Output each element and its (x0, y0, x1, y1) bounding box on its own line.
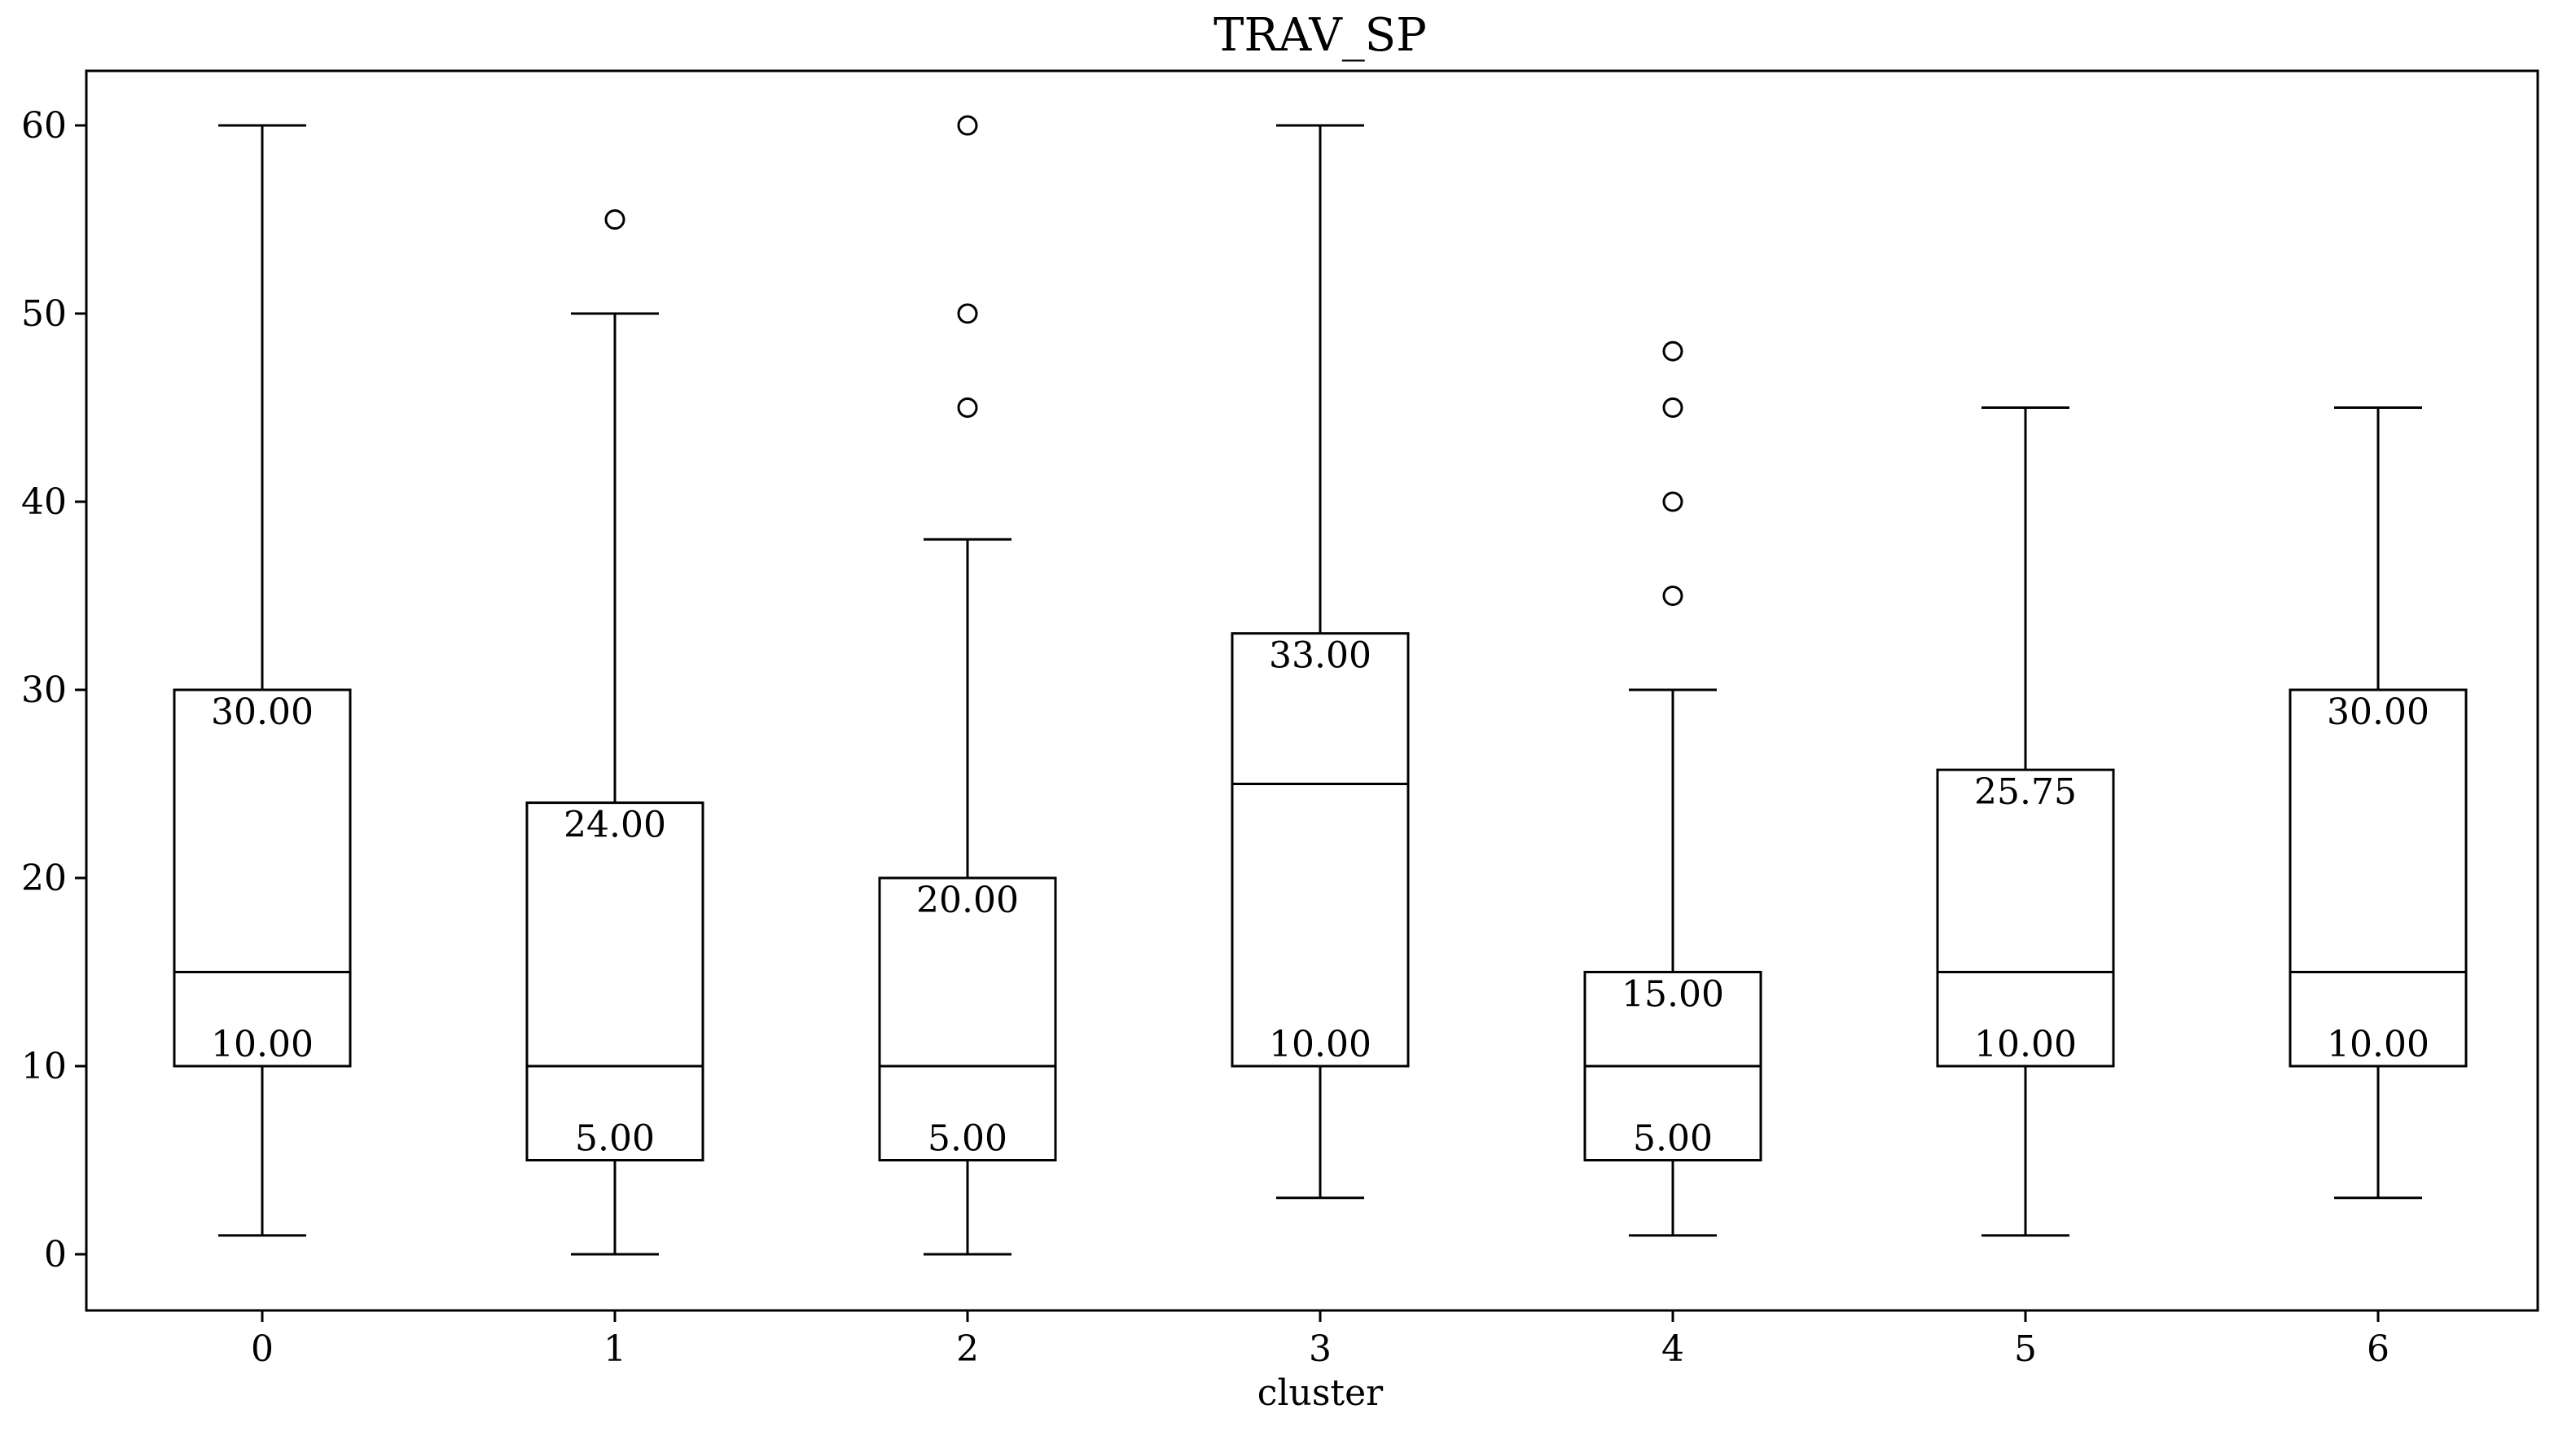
x-tick-label: 4 (1661, 1328, 1684, 1370)
x-tick-label: 5 (2014, 1328, 2037, 1370)
outlier-point (957, 115, 978, 136)
box-group-cluster-3: 33.00 10.00 (1231, 124, 1410, 1200)
outlier-point (604, 209, 625, 230)
q3-label: 30.00 (2327, 691, 2429, 733)
boxes-layer: 30.00 10.00 24.00 5.00 20.00 5.00 33.00 10.00 15… (173, 115, 2468, 1256)
outlier-point (1662, 340, 1683, 362)
y-tick-label: 10 (21, 1046, 67, 1087)
outlier-point (1662, 586, 1683, 606)
iqr-box (1936, 768, 2115, 1068)
iqr-box (878, 876, 1057, 1161)
q1-label: 10.00 (211, 1024, 314, 1065)
q1-label: 5.00 (928, 1118, 1007, 1160)
q3-label: 30.00 (211, 691, 314, 733)
y-tick-label: 30 (21, 669, 67, 711)
q1-label: 5.00 (575, 1118, 655, 1160)
box-group-cluster-4: 15.00 5.00 (1583, 340, 1762, 1237)
box-group-cluster-0: 30.00 10.00 (173, 124, 352, 1237)
chart-title: TRAV_SP (1213, 9, 1427, 62)
q3-label: 24.00 (564, 805, 666, 846)
q3-label: 15.00 (1622, 974, 1724, 1016)
iqr-box (2289, 688, 2468, 1068)
q1-label: 10.00 (2327, 1024, 2429, 1065)
x-axis-label: cluster (1257, 1372, 1384, 1414)
y-axis: 0 10 20 30 40 50 60 (21, 105, 86, 1275)
q3-label: 33.00 (1269, 635, 1371, 677)
iqr-box (525, 801, 704, 1161)
outlier-point (957, 397, 978, 418)
q3-label: 20.00 (916, 880, 1019, 921)
box-group-cluster-5: 25.75 10.00 (1936, 406, 2115, 1237)
outlier-point (957, 303, 978, 324)
outlier-point (1662, 491, 1683, 512)
y-tick-label: 0 (44, 1234, 67, 1275)
q1-label: 5.00 (1633, 1118, 1713, 1160)
outlier-point (1662, 397, 1683, 418)
x-tick-label: 2 (956, 1328, 979, 1370)
x-tick-label: 3 (1309, 1328, 1332, 1370)
y-tick-label: 40 (21, 481, 67, 523)
q1-label: 10.00 (1974, 1024, 2077, 1065)
iqr-box (1231, 632, 1410, 1068)
box-group-cluster-6: 30.00 10.00 (2289, 406, 2468, 1200)
box-group-cluster-1: 24.00 5.00 (525, 209, 704, 1256)
y-tick-label: 50 (21, 293, 67, 335)
x-tick-label: 1 (603, 1328, 626, 1370)
y-tick-label: 20 (21, 858, 67, 899)
x-tick-label: 0 (251, 1328, 274, 1370)
y-tick-label: 60 (21, 105, 67, 147)
box-group-cluster-2: 20.00 5.00 (878, 115, 1057, 1256)
q1-label: 10.00 (1269, 1024, 1371, 1065)
x-axis: 0 1 2 3 4 5 6 (251, 1310, 2389, 1370)
iqr-box (173, 688, 352, 1068)
q3-label: 25.75 (1974, 771, 2077, 813)
x-tick-label: 6 (2367, 1328, 2389, 1370)
